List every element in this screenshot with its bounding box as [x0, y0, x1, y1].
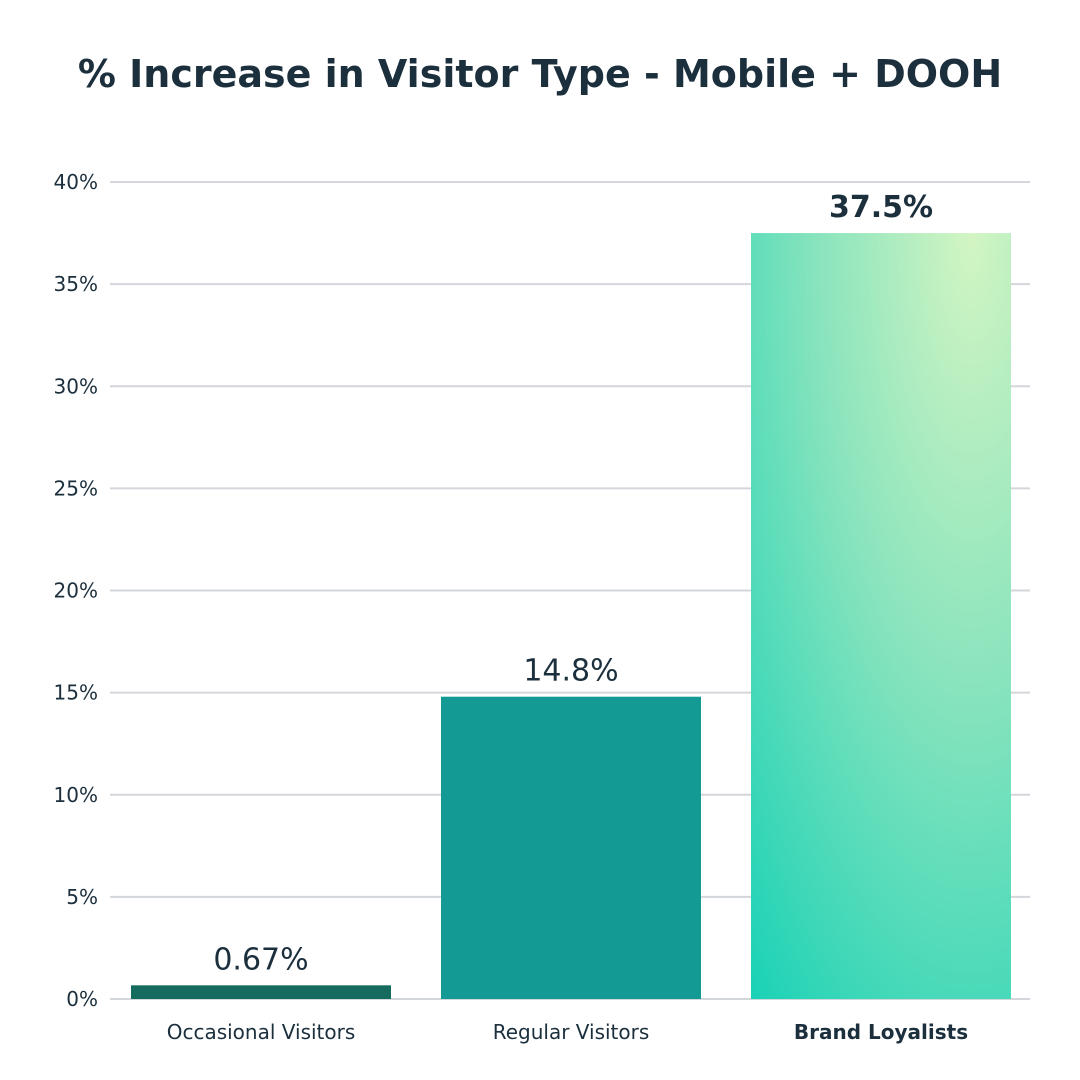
y-tick-label: 30% [54, 374, 98, 398]
y-tick-label: 20% [54, 579, 98, 603]
y-tick-label: 35% [54, 272, 98, 296]
x-tick-label: Regular Visitors [493, 1020, 650, 1044]
y-tick-label: 25% [54, 476, 98, 500]
data-label: 37.5% [829, 190, 933, 225]
chart-title: % Increase in Visitor Type - Mobile + DO… [77, 52, 1003, 96]
data-label: 14.8% [523, 654, 618, 689]
y-tick-label: 40% [54, 170, 98, 194]
x-tick-label: Occasional Visitors [167, 1020, 356, 1044]
bar [441, 696, 701, 999]
y-tick-label: 0% [66, 987, 98, 1011]
bar [751, 233, 1011, 999]
y-tick-label: 15% [54, 681, 98, 705]
data-label: 0.67% [213, 942, 308, 977]
bar [131, 985, 391, 999]
y-tick-label: 5% [66, 885, 98, 909]
y-tick-label: 10% [54, 783, 98, 807]
x-tick-label: Brand Loyalists [794, 1020, 968, 1044]
